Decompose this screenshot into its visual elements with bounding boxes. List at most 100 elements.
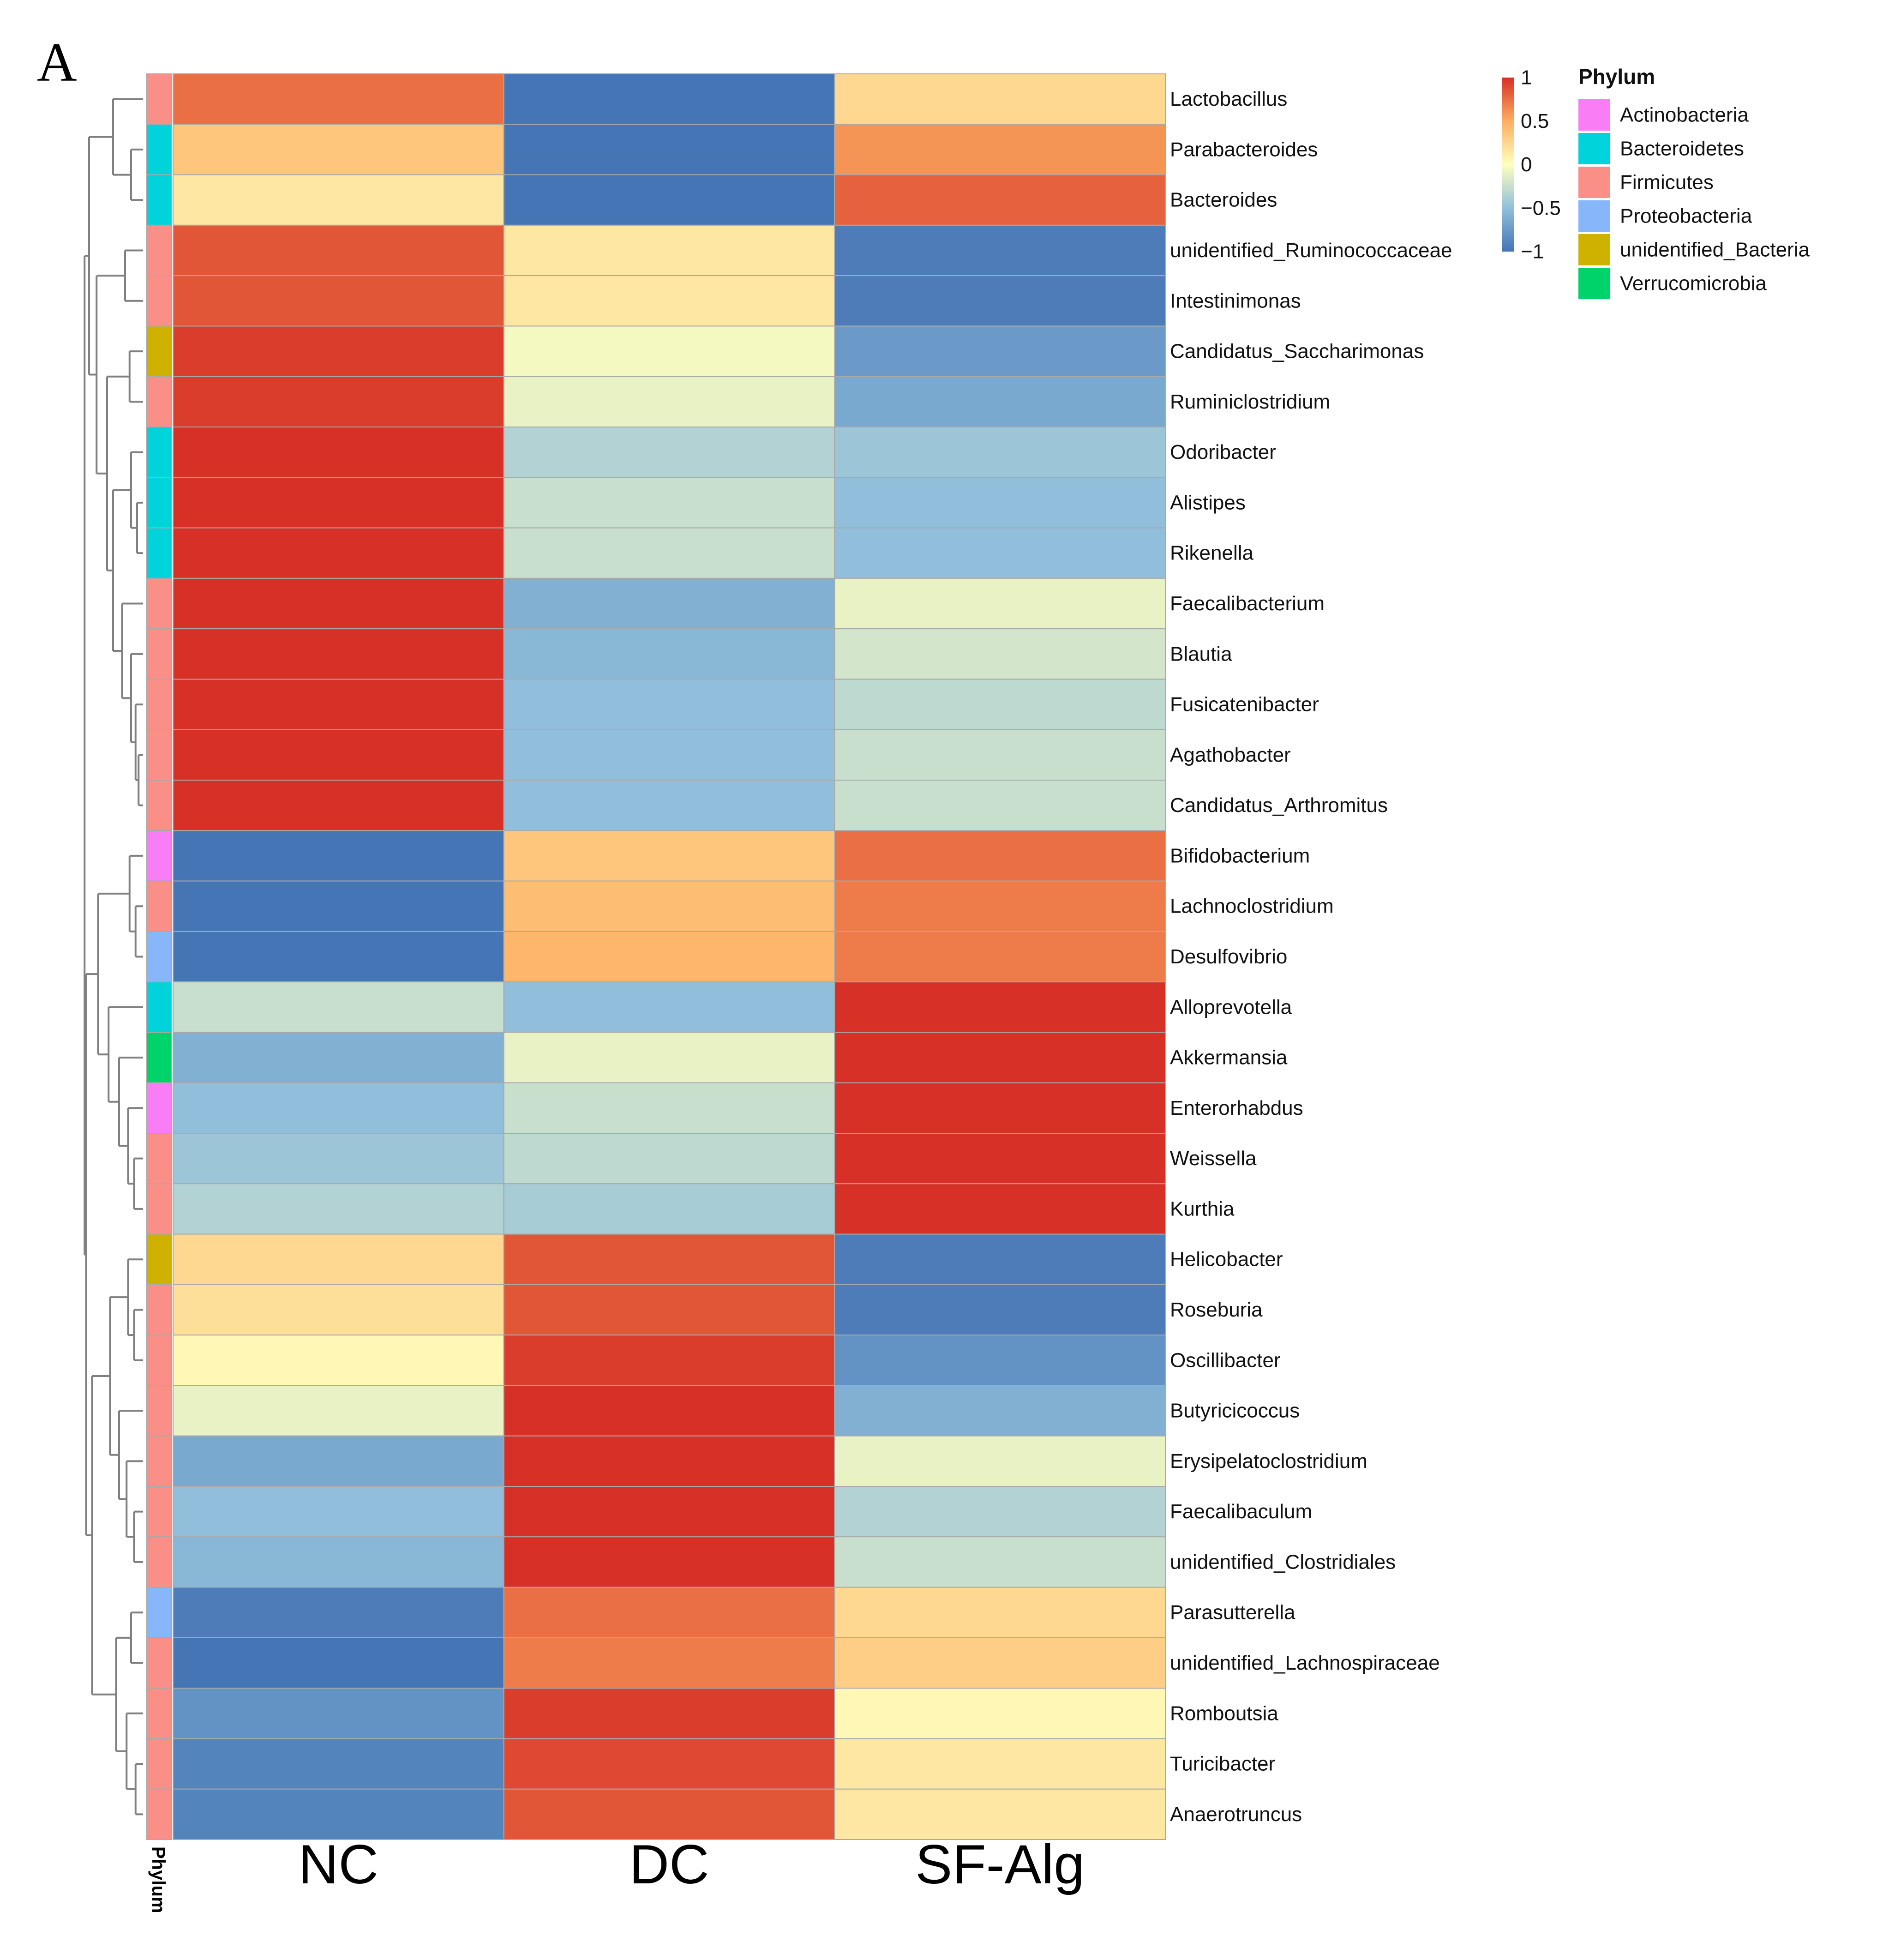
color-scale-tick-label: 1 (1521, 66, 1532, 89)
row-label: unidentified_Ruminococcaceae (1170, 239, 1452, 262)
heatmap-cell (173, 1082, 504, 1134)
heatmap-cell (173, 527, 504, 579)
heatmap-cell (173, 124, 504, 175)
heatmap-cell (173, 880, 504, 932)
phylum-annotation-cell (146, 981, 172, 1033)
phylum-annotation-cell (146, 1183, 172, 1235)
row-label: Faecalibacterium (1170, 592, 1325, 615)
phylum-annotation-cell (146, 1335, 172, 1386)
phylum-annotation-cell (146, 1587, 172, 1638)
heatmap-cell (834, 1133, 1166, 1184)
phylum-annotation-cell (146, 325, 172, 377)
heatmap-cell (834, 527, 1166, 579)
heatmap-cell (834, 1233, 1166, 1285)
row-label: Lachnoclostridium (1170, 895, 1334, 918)
phylum-legend-label: unidentified_Bacteria (1620, 239, 1810, 261)
heatmap-cell (834, 1587, 1166, 1638)
heatmap-cell (834, 1536, 1166, 1588)
row-label: Intestinimonas (1170, 289, 1301, 312)
phylum-annotation-cell (146, 1032, 172, 1083)
heatmap-cell (834, 1335, 1166, 1386)
heatmap-cell (834, 880, 1166, 932)
row-label: Odoribacter (1170, 441, 1276, 463)
phylum-annotation-cell (146, 527, 172, 579)
row-label: Candidatus_Arthromitus (1170, 794, 1388, 817)
row-label: Oscillibacter (1170, 1349, 1281, 1371)
heatmap-cell (173, 427, 504, 478)
row-label: unidentified_Lachnospiraceae (1170, 1652, 1440, 1674)
color-scale-tick-label: −0.5 (1521, 197, 1561, 219)
phylum-annotation-bar (146, 73, 172, 1840)
row-label: Fusicatenibacter (1170, 693, 1319, 716)
phylum-annotation-cell (146, 174, 172, 226)
phylum-legend-swatch (1578, 133, 1610, 164)
heatmap-cell (834, 1688, 1166, 1739)
heatmap-cell (503, 1688, 835, 1739)
phylum-legend-label: Actinobacteria (1620, 104, 1749, 126)
heatmap-cell (173, 1486, 504, 1538)
phylum-legend-label: Verrucomicrobia (1620, 272, 1767, 295)
heatmap-cell (503, 1284, 835, 1336)
heatmap-cell (834, 830, 1166, 882)
row-label: Kurthia (1170, 1197, 1235, 1220)
heatmap-cell (503, 830, 835, 882)
phylum-legend-swatch (1578, 200, 1610, 232)
heatmap-cell (503, 275, 835, 327)
phylum-annotation-cell (146, 1536, 172, 1588)
heatmap-cell (173, 1587, 504, 1638)
phylum-annotation-cell (146, 679, 172, 730)
heatmap-cell (173, 931, 504, 983)
color-scale-legend: 1 0.5 0 −0.5 −1 (1502, 66, 1561, 263)
heatmap-cell (503, 1183, 835, 1235)
heatmap-cell (834, 1183, 1166, 1235)
phylum-annotation-cell (146, 880, 172, 932)
phylum-legend-label: Firmicutes (1620, 171, 1714, 194)
row-label: Blautia (1170, 643, 1232, 665)
heatmap-cell (834, 1082, 1166, 1134)
heatmap-cell (834, 1738, 1166, 1790)
heatmap-cell (834, 780, 1166, 831)
heatmap-cell (173, 376, 504, 428)
heatmap-cell (173, 679, 504, 730)
heatmap-cell (173, 1688, 504, 1739)
phylum-annotation-cell (146, 1788, 172, 1840)
row-label: Enterorhabdus (1170, 1097, 1303, 1119)
heatmap-cell (834, 275, 1166, 327)
heatmap-cell (173, 1233, 504, 1285)
row-label: Butyricicoccus (1170, 1400, 1300, 1422)
heatmap-cell (503, 679, 835, 730)
phylum-annotation-cell (146, 1486, 172, 1538)
phylum-legend-label: Bacteroidetes (1620, 138, 1744, 160)
phylum-annotation-label: Phylum (148, 1846, 168, 1913)
heatmap-cells (173, 73, 1166, 1840)
heatmap-cell (173, 830, 504, 882)
heatmap-cell (173, 1637, 504, 1689)
heatmap-cell (834, 981, 1166, 1033)
phylum-annotation-cell (146, 1133, 172, 1184)
heatmap-cell (173, 275, 504, 327)
heatmap-cell (834, 124, 1166, 175)
heatmap-cell (503, 628, 835, 680)
phylum-legend-title: Phylum (1578, 65, 1655, 89)
heatmap-cell (173, 73, 504, 125)
heatmap-cell (173, 1183, 504, 1235)
heatmap-cell (834, 477, 1166, 529)
row-label: Weissella (1170, 1147, 1257, 1170)
row-label: Romboutsia (1170, 1702, 1278, 1725)
phylum-annotation-cell (146, 1435, 172, 1487)
row-label: Candidatus_Saccharimonas (1170, 340, 1424, 363)
heatmap-cell (503, 73, 835, 125)
heatmap-cell (503, 224, 835, 277)
heatmap-cell (503, 1788, 835, 1840)
phylum-annotation-cell (146, 73, 172, 125)
phylum-legend: Phylum Actinobacteria Bacteroidetes Firmicu… (1578, 65, 1810, 299)
heatmap-cell (834, 577, 1166, 630)
heatmap-cell (503, 477, 835, 529)
column-label: DC (629, 1834, 709, 1895)
heatmap-cell (503, 577, 835, 630)
heatmap-cell (834, 1788, 1166, 1840)
heatmap-cell (834, 931, 1166, 983)
heatmap-cell (503, 1082, 835, 1134)
heatmap-cell (503, 376, 835, 428)
